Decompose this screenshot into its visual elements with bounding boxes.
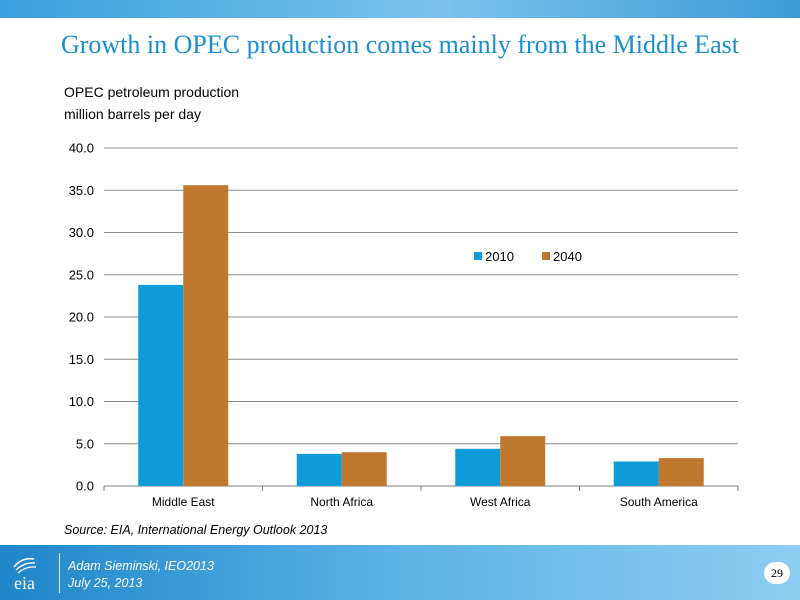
bar-2040-west-africa <box>500 436 546 486</box>
x-category-label: Middle East <box>152 495 215 509</box>
y-tick-label: 20.0 <box>69 310 94 325</box>
bar-2040-north-africa <box>341 452 387 486</box>
y-tick-label: 30.0 <box>69 225 94 240</box>
x-category-label: North Africa <box>310 495 373 509</box>
legend-swatch-2010 <box>474 252 482 260</box>
source-note: Source: EIA, International Energy Outloo… <box>64 523 328 537</box>
legend-swatch-2040 <box>542 252 550 260</box>
bar-2010-west-africa <box>455 448 501 486</box>
bar-chart: 0.0 5.0 10.0 15.0 20.0 25.0 30.0 35.0 40.0 Middle… <box>69 141 739 509</box>
presenter-name: Adam Sieminski, IEO2013 <box>68 559 214 573</box>
eia-logo: eia <box>13 557 37 593</box>
bar-2040-south-america <box>658 458 704 486</box>
bar-2040-middle-east <box>183 185 229 486</box>
bar-2010-south-america <box>613 461 659 486</box>
y-tick-label: 10.0 <box>69 394 94 409</box>
y-tick-label: 40.0 <box>69 141 94 156</box>
y-tick-label: 35.0 <box>69 183 94 198</box>
footer-bar: eia Adam Sieminski, IEO2013 July 25, 201… <box>0 545 800 600</box>
x-category-label: West Africa <box>470 495 531 509</box>
legend-label-2040: 2040 <box>553 249 582 264</box>
page-number: 29 <box>764 562 790 584</box>
bar-2010-north-africa <box>296 453 342 486</box>
bar-2010-middle-east <box>138 284 184 486</box>
presentation-date: July 25, 2013 <box>68 576 143 590</box>
chart-title-line-2: million barrels per day <box>64 106 201 122</box>
top-accent-bar <box>0 0 800 18</box>
footer-divider <box>59 553 60 593</box>
eia-logo-text: eia <box>14 573 35 593</box>
slide-title: Growth in OPEC production comes mainly f… <box>60 30 740 59</box>
y-tick-label: 0.0 <box>76 479 94 494</box>
legend-label-2010: 2010 <box>485 249 514 264</box>
x-category-label: South America <box>620 495 698 509</box>
y-tick-label: 25.0 <box>69 267 94 282</box>
chart-title-line-1: OPEC petroleum production <box>64 84 240 100</box>
y-tick-label: 15.0 <box>69 352 94 367</box>
y-tick-label: 5.0 <box>76 436 94 451</box>
